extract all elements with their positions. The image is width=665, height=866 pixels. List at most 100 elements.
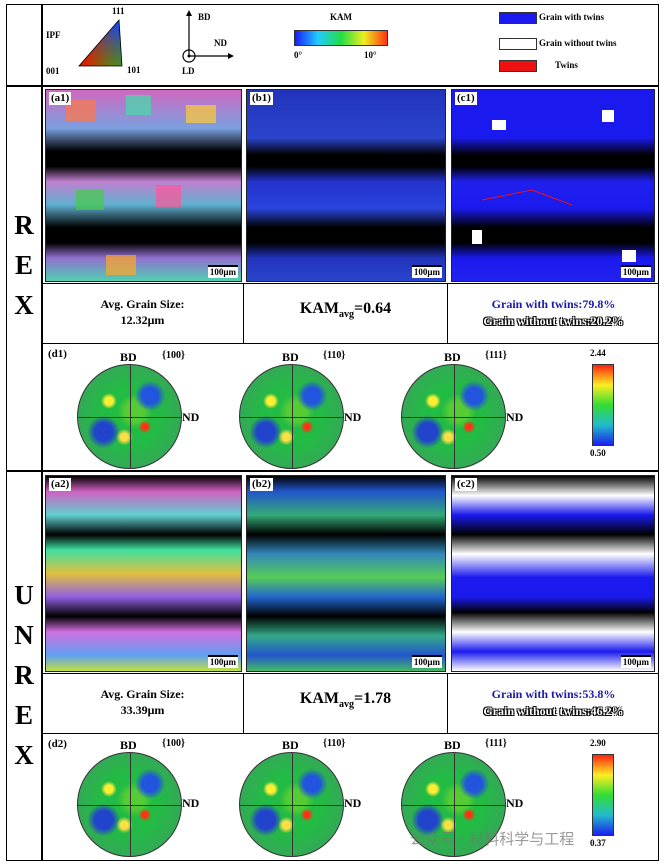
unrex-kam-value: =1.78	[353, 690, 392, 707]
panel-label-c1: (c1)	[455, 92, 477, 105]
scalebar-b1: 100μm	[411, 265, 442, 278]
rex-twin-stats: Grain with twins:79.8% Grain without twi…	[448, 296, 659, 330]
pf-plane-label: {100}	[162, 738, 185, 749]
divider-unrex-col1	[243, 673, 244, 733]
legend-swatch-twins	[499, 60, 537, 72]
unrex-kam-sub: avg	[338, 699, 354, 711]
pf-bd-label: BD	[282, 738, 299, 752]
ipf-001-label: 001	[46, 66, 60, 76]
divider-unrex-maps	[41, 673, 659, 674]
unrex-letter: E	[14, 700, 33, 730]
pf-bd-label: BD	[444, 738, 461, 752]
legend-label-grain-with-twins: Grain with twins	[539, 12, 605, 22]
legend-swatch-twins-grain	[499, 12, 537, 24]
pf-scale-min-unrex: 0.37	[590, 838, 606, 848]
scalebar-a2: 100μm	[207, 655, 238, 668]
pf-nd-label: ND	[344, 796, 362, 810]
kam-max-label: 10°	[364, 50, 377, 60]
unrex-kam-avg: KAMavg=1.78	[244, 690, 447, 710]
pole-figure-110-rex	[239, 364, 344, 469]
divider-unrex-col2	[447, 673, 448, 733]
unrex-letter: R	[14, 660, 34, 690]
ipf-map-unrex: (a2) 100μm	[45, 475, 242, 672]
pf-plane-label: {110}	[323, 350, 346, 361]
twin-grains-icon	[472, 110, 636, 262]
ipf-grains-icon	[66, 95, 216, 275]
panel-label-a2: (a2)	[49, 478, 72, 491]
legend-label-twins: Twins	[555, 60, 578, 70]
rex-twins-with: Grain with twins:79.8%	[491, 297, 616, 311]
panel-label-b2: (b2)	[250, 478, 273, 491]
pf-bd-label: BD	[444, 350, 461, 364]
pole-figures-unrex: (d2) BD {100} ND BD {110} ND BD {111} ND…	[42, 734, 659, 860]
pf-plane-label: {110}	[323, 738, 346, 749]
pole-figure-100-rex	[77, 364, 182, 469]
unrex-grain-size-label: Avg. Grain Size:	[100, 687, 185, 701]
unrex-twins-with: Grain with twins:53.8%	[491, 687, 616, 701]
ipf-key: IPF 111 001 101	[44, 6, 164, 81]
legend-label-grain-without-twins: Grain without twins	[539, 38, 617, 48]
divider-rex-maps	[41, 283, 659, 284]
pf-scale-min-rex: 0.50	[590, 448, 606, 458]
pf-scale-unrex	[592, 754, 614, 836]
panel-label-a1: (a1)	[49, 92, 72, 105]
panel-label-b1: (b1)	[250, 92, 273, 105]
pf-plane-label: {111}	[485, 738, 507, 749]
unrex-kam-prefix: KAM	[299, 690, 339, 707]
ipf-101-label: 101	[127, 65, 141, 75]
kam-map-rex: (b1) 100μm	[246, 89, 446, 282]
divider-unrex-stats	[41, 733, 659, 734]
pf-plane-label: {100}	[162, 350, 185, 361]
axes-arrows-icon	[182, 10, 234, 63]
axis-ld-label: LD	[182, 66, 195, 76]
rex-grain-size-label: Avg. Grain Size:	[100, 297, 185, 311]
unrex-twins-without: Grain without twins:46.2%	[483, 704, 624, 718]
pf-scale-max-rex: 2.44	[590, 348, 606, 358]
axis-nd-label: ND	[214, 38, 227, 48]
pole-figures-rex: (d1) BD {100} ND BD {110} ND BD {111} ND…	[42, 344, 659, 470]
watermark: 公众号 · 材料科学与工程	[410, 830, 575, 848]
rex-kam-value: =0.64	[353, 300, 392, 317]
scalebar-c2: 100μm	[620, 655, 651, 668]
rex-grain-size-value: 12.32μm	[120, 313, 165, 327]
pole-figure-111-rex	[401, 364, 506, 469]
divider-rex-col2	[447, 283, 448, 343]
twin-map-rex: (c1) 100μm	[451, 89, 655, 282]
pole-figure-110-unrex	[239, 752, 344, 857]
legend-swatch-no-twins-grain	[499, 38, 537, 50]
ipf-triangle-icon	[78, 19, 123, 67]
pf-nd-label: ND	[344, 410, 362, 424]
pf-scale-max-unrex: 2.90	[590, 738, 606, 748]
panel-label-d1: (d1)	[46, 348, 69, 361]
unrex-letter: N	[14, 620, 34, 650]
ipf-label: IPF	[46, 30, 61, 40]
twin-legend: Grain with twins Grain without twins Twi…	[495, 8, 655, 83]
axis-bd-label: BD	[198, 12, 211, 22]
pole-figure-100-unrex	[77, 752, 182, 857]
rex-letter: E	[14, 250, 33, 280]
kam-colorbar-label: KAM	[330, 12, 352, 22]
kam-gradient	[294, 30, 388, 46]
divider-rex-stats	[41, 343, 659, 344]
kam-min-label: 0°	[294, 50, 303, 60]
pole-figure-111-unrex	[401, 752, 506, 857]
kam-map-unrex: (b2) 100μm	[246, 475, 446, 672]
rex-grain-size: Avg. Grain Size: 12.32μm	[42, 296, 243, 328]
pf-nd-label: ND	[506, 410, 524, 424]
rex-kam-sub: avg	[338, 309, 354, 321]
pf-nd-label: ND	[182, 410, 200, 424]
pf-bd-label: BD	[120, 738, 137, 752]
rex-twins-without: Grain without twins:20.2%	[483, 314, 624, 328]
pf-nd-label: ND	[182, 796, 200, 810]
scalebar-c1: 100μm	[620, 265, 651, 278]
sample-axes: BD ND LD	[172, 8, 242, 78]
figure-frame	[6, 4, 659, 861]
unrex-letter: X	[14, 740, 34, 770]
unrex-twin-stats: Grain with twins:53.8% Grain without twi…	[448, 686, 659, 720]
pf-bd-label: BD	[120, 350, 137, 364]
unrex-grain-size-value: 33.39μm	[120, 703, 165, 717]
pf-plane-label: {111}	[485, 350, 507, 361]
divider-sections	[6, 470, 659, 472]
scalebar-a1: 100μm	[207, 265, 238, 278]
rex-kam-avg: KAMavg=0.64	[244, 300, 447, 320]
